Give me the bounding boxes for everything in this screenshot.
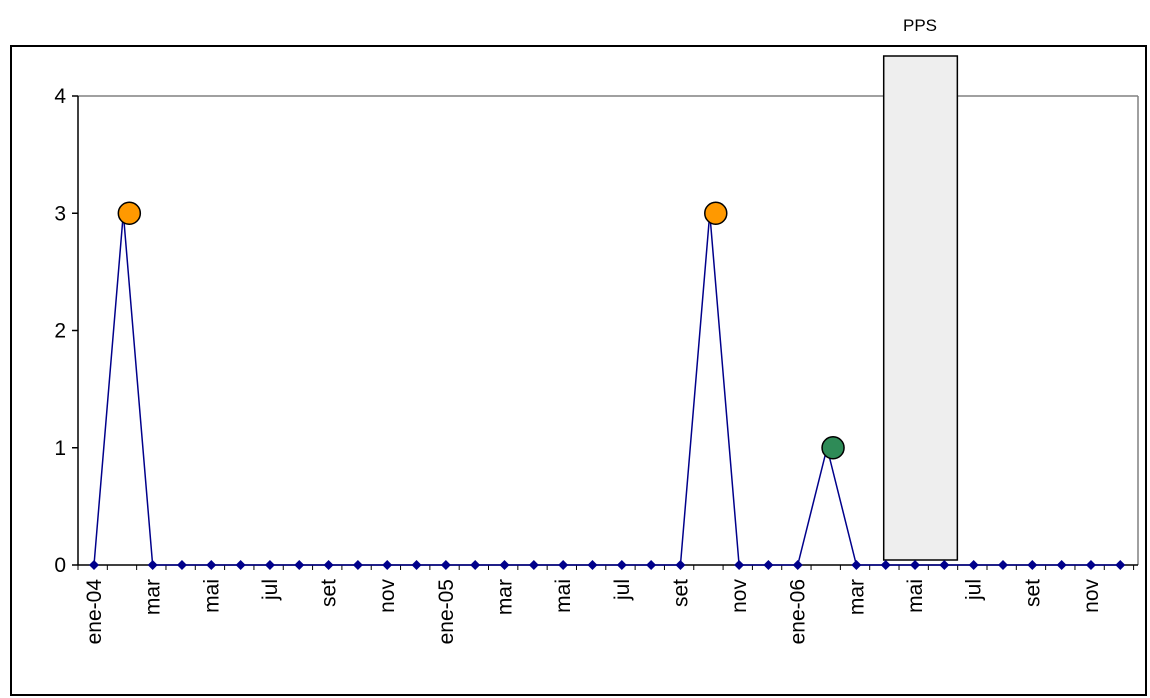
x-tick-label: jul [611, 579, 634, 601]
x-tick-label: ene-04 [83, 579, 106, 645]
x-tick-label: nov [376, 579, 399, 613]
data-point-marker [587, 560, 598, 570]
data-point-marker [352, 560, 363, 570]
x-tick-label: jul [963, 579, 986, 601]
data-point-marker [235, 560, 246, 570]
y-tick-label: 0 [54, 554, 66, 577]
data-point-marker [646, 560, 657, 570]
data-point-marker [910, 560, 921, 570]
x-tick-label: ene-05 [435, 579, 458, 644]
data-point-marker [997, 560, 1008, 570]
data-point-marker [675, 560, 686, 570]
data-point-marker [734, 560, 745, 570]
x-tick-label: jul [259, 579, 282, 601]
data-point-marker [763, 560, 774, 570]
data-point-marker [880, 560, 891, 570]
data-point-marker [294, 560, 305, 570]
x-tick-label: nov [728, 579, 751, 613]
series-line [93, 213, 1121, 566]
data-point-marker [1027, 560, 1038, 570]
data-point-marker [470, 560, 481, 570]
data-point-marker [939, 560, 950, 570]
x-tick-label: mai [200, 579, 223, 613]
data-point-marker [528, 560, 539, 570]
data-point-marker [323, 560, 334, 570]
y-tick-label: 3 [54, 202, 66, 225]
data-point-marker [616, 560, 627, 570]
data-point-marker [851, 560, 862, 570]
x-tick-label: set [669, 579, 692, 607]
x-tick-label: set [1021, 579, 1044, 607]
x-tick-label: mai [552, 579, 575, 613]
x-tick-label: nov [1080, 579, 1103, 613]
data-point-marker [176, 560, 187, 570]
data-point-marker [264, 560, 275, 570]
data-point-marker [89, 560, 99, 570]
highlight-circle [117, 201, 142, 225]
data-point-marker [147, 560, 158, 570]
pps-highlight-band [882, 55, 959, 561]
data-point-marker [1056, 560, 1067, 570]
data-point-marker [792, 560, 803, 570]
x-tick-label: mar [845, 579, 868, 615]
x-tick-label: mar [494, 579, 517, 615]
data-point-marker [382, 560, 393, 570]
data-point-marker [440, 560, 451, 570]
x-tick-label: mai [904, 579, 927, 613]
x-tick-label: ene-06 [787, 579, 810, 644]
highlight-circle [704, 201, 728, 225]
y-tick-label: 2 [54, 320, 66, 343]
pps-annotation-label: PPS [902, 16, 938, 35]
x-tick-label: set [318, 579, 341, 607]
data-point-marker [1085, 560, 1096, 570]
data-point-marker [968, 560, 979, 570]
data-point-marker [1115, 560, 1126, 570]
x-tick-label: mar [142, 579, 165, 615]
data-point-marker [558, 560, 569, 570]
highlight-circle [821, 436, 845, 460]
y-tick-label: 1 [54, 437, 66, 460]
data-point-marker [411, 560, 422, 570]
data-point-marker [499, 560, 510, 570]
data-point-marker [206, 560, 217, 570]
y-tick-label: 4 [54, 85, 66, 108]
